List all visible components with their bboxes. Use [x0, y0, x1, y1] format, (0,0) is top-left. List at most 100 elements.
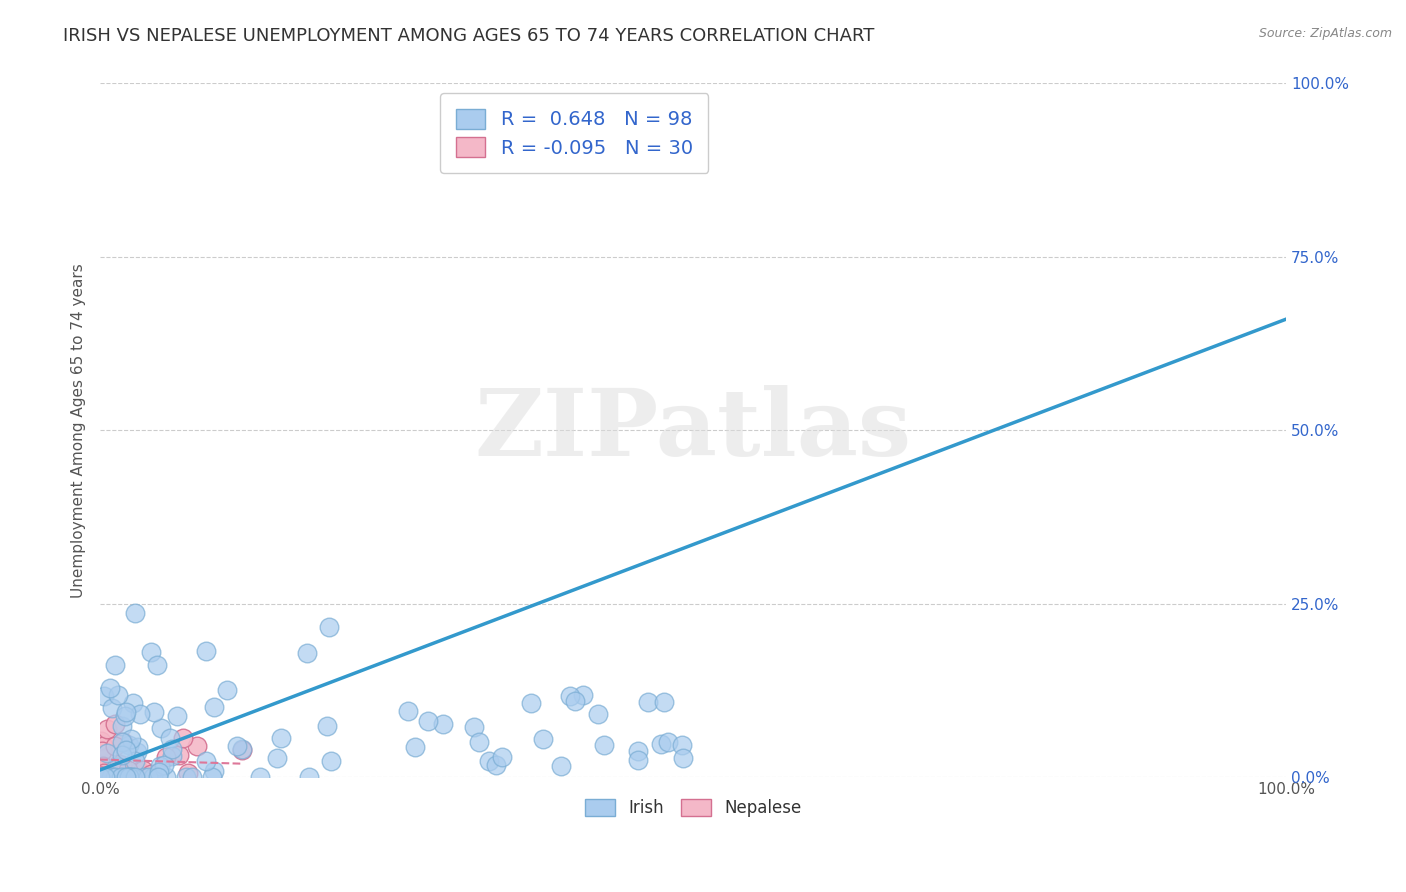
Point	[145, 657, 167, 672]
Point	[120, 731, 142, 746]
Point	[105, 760, 128, 774]
Point	[104, 717, 127, 731]
Point	[404, 740, 426, 755]
Point	[485, 758, 508, 772]
Point	[132, 764, 155, 778]
Point	[520, 696, 543, 710]
Point	[202, 700, 225, 714]
Point	[297, 646, 319, 660]
Point	[122, 696, 145, 710]
Text: IRISH VS NEPALESE UNEMPLOYMENT AMONG AGES 65 TO 74 YEARS CORRELATION CHART: IRISH VS NEPALESE UNEMPLOYMENT AMONG AGE…	[63, 27, 875, 45]
Point	[104, 739, 127, 754]
Point	[564, 694, 586, 708]
Point	[93, 765, 115, 780]
Legend: Irish, Nepalese: Irish, Nepalese	[578, 792, 808, 824]
Point	[107, 688, 129, 702]
Point	[129, 706, 152, 721]
Point	[672, 750, 695, 764]
Point	[671, 738, 693, 752]
Point	[468, 734, 491, 748]
Point	[111, 734, 134, 748]
Point	[110, 770, 132, 784]
Point	[90, 734, 112, 748]
Point	[478, 754, 501, 768]
Point	[89, 770, 111, 784]
Point	[571, 688, 593, 702]
Point	[143, 705, 166, 719]
Point	[657, 735, 679, 749]
Point	[166, 709, 188, 723]
Point	[153, 758, 176, 772]
Point	[650, 737, 672, 751]
Point	[132, 770, 155, 784]
Point	[90, 762, 112, 776]
Point	[270, 731, 292, 746]
Point	[100, 701, 122, 715]
Text: ZIPatlas: ZIPatlas	[474, 385, 911, 475]
Point	[89, 769, 111, 783]
Text: Source: ZipAtlas.com: Source: ZipAtlas.com	[1258, 27, 1392, 40]
Point	[141, 766, 163, 780]
Point	[118, 770, 141, 784]
Point	[531, 731, 554, 746]
Point	[139, 645, 162, 659]
Point	[176, 770, 198, 784]
Point	[266, 751, 288, 765]
Point	[117, 763, 139, 777]
Point	[136, 770, 159, 784]
Point	[94, 765, 117, 780]
Point	[148, 765, 170, 780]
Point	[114, 770, 136, 784]
Point	[177, 766, 200, 780]
Point	[108, 756, 131, 771]
Point	[96, 723, 118, 737]
Point	[186, 739, 208, 753]
Point	[118, 770, 141, 784]
Point	[586, 707, 609, 722]
Point	[114, 709, 136, 723]
Point	[111, 758, 134, 772]
Point	[115, 743, 138, 757]
Point	[90, 744, 112, 758]
Point	[111, 770, 134, 784]
Point	[128, 764, 150, 778]
Point	[560, 689, 582, 703]
Point	[104, 657, 127, 672]
Point	[592, 738, 614, 752]
Point	[249, 770, 271, 784]
Point	[100, 770, 122, 784]
Point	[94, 751, 117, 765]
Point	[121, 770, 143, 784]
Point	[124, 755, 146, 769]
Point	[142, 770, 165, 784]
Point	[315, 719, 337, 733]
Point	[103, 768, 125, 782]
Point	[226, 739, 249, 753]
Point	[118, 738, 141, 752]
Point	[150, 722, 173, 736]
Point	[231, 742, 253, 756]
Point	[217, 683, 239, 698]
Point	[117, 770, 139, 784]
Point	[202, 764, 225, 778]
Point	[627, 744, 650, 758]
Point	[125, 745, 148, 759]
Point	[122, 770, 145, 784]
Point	[101, 770, 124, 784]
Point	[318, 620, 340, 634]
Point	[627, 753, 650, 767]
Point	[91, 758, 114, 772]
Point	[118, 770, 141, 784]
Point	[491, 750, 513, 764]
Point	[93, 689, 115, 703]
Point	[93, 770, 115, 784]
Point	[201, 770, 224, 784]
Point	[155, 770, 177, 784]
Point	[155, 750, 177, 764]
Point	[550, 759, 572, 773]
Point	[124, 770, 146, 784]
Point	[418, 714, 440, 728]
Point	[93, 770, 115, 784]
Point	[91, 757, 114, 772]
Point	[432, 717, 454, 731]
